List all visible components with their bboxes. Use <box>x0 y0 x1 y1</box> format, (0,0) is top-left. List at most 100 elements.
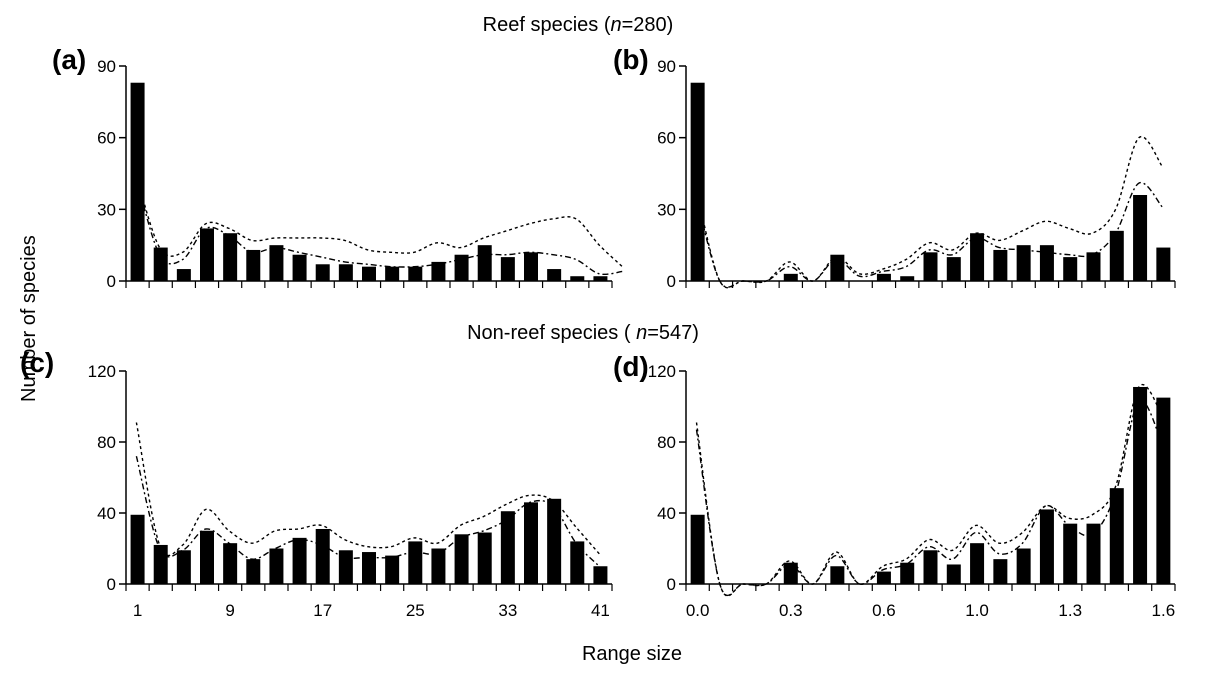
x-tick-label-d-2: 0.6 <box>872 601 896 620</box>
y-tick-label-d-3: 120 <box>648 362 676 381</box>
x-tick-label-d-0: 0.0 <box>686 601 710 620</box>
bottom-title-n: n <box>636 322 648 344</box>
x-tick-label-d-4: 1.3 <box>1058 601 1082 620</box>
bar-b-10 <box>923 252 938 281</box>
bar-a-9 <box>338 264 353 281</box>
bar-a-18 <box>547 269 562 281</box>
bar-b-17 <box>1086 252 1101 281</box>
bar-a-14 <box>454 254 469 281</box>
bar-c-3 <box>200 530 214 584</box>
bar-a-19 <box>570 276 585 281</box>
bar-d-9 <box>900 562 915 584</box>
bar-d-12 <box>970 543 985 584</box>
y-tick-label-d-0: 0 <box>667 575 676 594</box>
bar-c-1 <box>153 544 168 584</box>
bar-b-20 <box>1156 247 1171 281</box>
bar-d-10 <box>923 550 938 584</box>
bar-d-6 <box>830 566 845 584</box>
bar-a-2 <box>176 269 191 281</box>
bar-b-15 <box>1039 245 1054 281</box>
bar-b-13 <box>993 249 1008 281</box>
bar-a-15 <box>477 245 492 281</box>
top-title-suffix: =280) <box>621 14 674 36</box>
panel-letter-c: (c) <box>20 347 55 378</box>
bar-b-9 <box>900 276 915 281</box>
bar-c-18 <box>547 498 562 584</box>
panel-letter-b: (b) <box>613 44 649 75</box>
lower-dashdot-line-c <box>135 456 600 567</box>
lower-dashdot-line-b <box>695 182 1163 288</box>
x-tick-label-d-3: 1.0 <box>965 601 989 620</box>
bar-c-0 <box>130 514 145 584</box>
bar-a-17 <box>524 252 538 281</box>
x-tick-label-c-5: 41 <box>591 601 610 620</box>
x-tick-label-d-1: 0.3 <box>779 601 803 620</box>
bar-a-10 <box>362 266 376 281</box>
y-tick-label-c-0: 0 <box>107 575 116 594</box>
lower-dashdot-line-d <box>695 399 1163 596</box>
bar-d-14 <box>1016 548 1031 584</box>
upper-dotted-line-a <box>135 175 623 268</box>
bar-b-11 <box>946 257 961 281</box>
bar-c-19 <box>570 541 585 584</box>
y-tick-label-c-2: 80 <box>97 433 116 452</box>
bar-d-11 <box>946 564 961 584</box>
top-row-title: Reef species (n=280) <box>483 14 674 37</box>
bar-a-3 <box>200 228 214 281</box>
bar-d-19 <box>1133 386 1148 584</box>
y-tick-label-a-3: 90 <box>97 57 116 76</box>
bar-c-5 <box>246 559 261 584</box>
bottom-title-suffix: =547) <box>647 322 699 344</box>
bar-c-14 <box>454 534 469 584</box>
bar-c-17 <box>524 502 538 584</box>
y-tick-label-b-0: 0 <box>667 272 676 291</box>
y-tick-label-b-3: 90 <box>657 57 676 76</box>
bar-a-6 <box>269 245 284 281</box>
bar-d-0 <box>690 514 705 584</box>
bar-c-2 <box>176 550 191 584</box>
bar-d-18 <box>1109 488 1124 584</box>
bar-b-4 <box>783 273 798 281</box>
bar-d-16 <box>1063 523 1078 584</box>
upper-dotted-line-b <box>695 135 1163 289</box>
bar-a-13 <box>431 261 446 281</box>
bar-d-4 <box>783 562 798 584</box>
bar-c-6 <box>269 548 284 584</box>
bar-c-7 <box>292 537 307 584</box>
bar-c-15 <box>477 532 492 584</box>
y-tick-label-c-1: 40 <box>97 504 116 523</box>
x-tick-label-c-4: 33 <box>498 601 517 620</box>
y-tick-label-d-1: 40 <box>657 504 676 523</box>
bar-d-20 <box>1156 397 1171 584</box>
bottom-row-title: Non-reef species ( n=547) <box>467 322 699 345</box>
bottom-title-prefix: Non-reef species ( <box>467 322 637 344</box>
bar-c-16 <box>500 511 515 584</box>
bar-a-5 <box>246 249 261 281</box>
bar-a-4 <box>223 233 238 281</box>
bar-c-4 <box>223 543 238 584</box>
upper-dotted-line-c <box>135 422 600 557</box>
bar-b-6 <box>830 254 845 281</box>
top-title-prefix: Reef species ( <box>482 14 611 36</box>
bar-b-19 <box>1133 195 1148 281</box>
bar-a-8 <box>315 264 330 281</box>
bar-a-20 <box>593 276 608 281</box>
bar-b-18 <box>1109 230 1124 281</box>
panel-letter-d: (d) <box>613 351 649 382</box>
bar-b-16 <box>1063 257 1078 281</box>
bar-a-11 <box>385 266 400 281</box>
bar-c-13 <box>431 548 446 584</box>
lower-dashdot-line-a <box>135 178 623 276</box>
x-tick-label-c-2: 17 <box>313 601 332 620</box>
x-tick-label-d-5: 1.6 <box>1152 601 1176 620</box>
bar-d-17 <box>1086 523 1101 584</box>
bar-c-8 <box>315 528 330 584</box>
y-tick-label-b-1: 30 <box>657 200 676 219</box>
bar-c-20 <box>593 566 608 584</box>
y-tick-label-a-2: 60 <box>97 129 116 148</box>
y-tick-label-a-0: 0 <box>107 272 116 291</box>
x-tick-label-c-3: 25 <box>406 601 425 620</box>
bar-a-16 <box>500 257 515 281</box>
bar-a-12 <box>408 266 423 281</box>
